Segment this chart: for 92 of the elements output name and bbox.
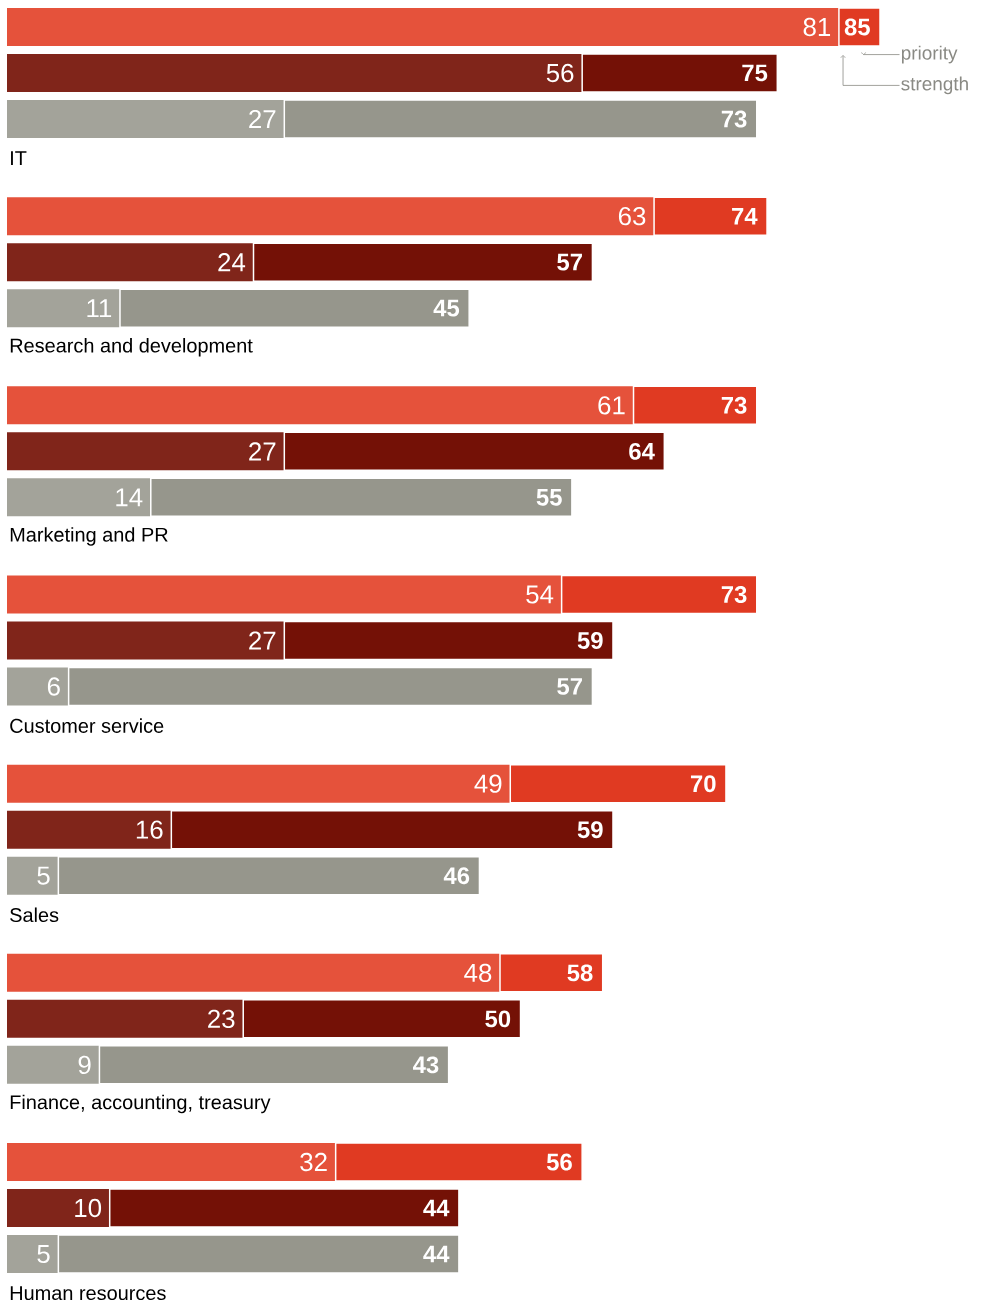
- bar: [283, 431, 666, 472]
- data-label: 27: [249, 631, 276, 650]
- bar: [170, 809, 614, 850]
- data-label: 14: [116, 488, 143, 507]
- bar: [252, 242, 594, 282]
- bar: [119, 288, 470, 328]
- total-label: 73: [721, 396, 747, 414]
- bar: [7, 289, 120, 328]
- total-label: 59: [577, 632, 603, 649]
- total-label: 45: [433, 299, 460, 317]
- total-label: 50: [485, 1010, 511, 1028]
- total-label: 73: [721, 586, 747, 603]
- total-label: 46: [443, 867, 470, 885]
- bar: [150, 477, 573, 518]
- bar: [242, 999, 522, 1039]
- total-label: 57: [557, 253, 582, 271]
- bar: [7, 1189, 110, 1228]
- bar: [98, 1045, 450, 1085]
- total-label: 43: [412, 1056, 439, 1074]
- bar: [7, 667, 69, 706]
- bar: [509, 763, 727, 804]
- data-label: 81: [803, 17, 831, 37]
- data-label: 27: [249, 442, 276, 461]
- data-label: 16: [136, 820, 163, 839]
- text: Customer service: [10, 718, 164, 733]
- data-label: 11: [87, 299, 112, 318]
- bar: [7, 621, 285, 660]
- data-label: 49: [474, 774, 502, 793]
- total-label: 44: [423, 1199, 450, 1217]
- bar: [7, 1045, 100, 1084]
- bar: [7, 99, 285, 138]
- bar: [57, 855, 481, 896]
- text: IT: [11, 151, 27, 165]
- bar: [499, 953, 604, 993]
- bar: [108, 1188, 460, 1228]
- bar: [7, 386, 634, 425]
- bar: [283, 620, 614, 661]
- total-label: 85: [844, 18, 870, 36]
- bar: [7, 243, 254, 282]
- bar: [283, 99, 758, 139]
- bar: [7, 197, 655, 236]
- data-label: 27: [249, 109, 276, 129]
- total-label: 70: [690, 775, 716, 793]
- bar: [7, 764, 511, 803]
- total-label: 44: [423, 1245, 450, 1263]
- bar: [7, 1143, 336, 1182]
- text: Research and development: [10, 337, 253, 357]
- data-label: 23: [208, 1009, 235, 1029]
- data-label: 9: [78, 1055, 91, 1075]
- total-label: 64: [629, 442, 655, 460]
- text: Finance, accounting, treasury: [10, 1094, 271, 1114]
- text: Marketing and PR: [10, 527, 168, 546]
- total-label: 75: [742, 64, 768, 82]
- bar: [560, 574, 758, 615]
- data-label: 61: [598, 396, 625, 415]
- total-label: 73: [721, 110, 747, 128]
- total-label: 57: [557, 678, 582, 695]
- text: Human resources: [10, 1286, 166, 1301]
- data-label: 24: [218, 253, 246, 272]
- bar: [632, 385, 758, 426]
- data-label: 32: [300, 1152, 327, 1172]
- bar: [653, 196, 768, 236]
- text: Sales: [10, 907, 59, 923]
- data-label: 56: [546, 63, 574, 83]
- data-label: 10: [75, 1198, 102, 1218]
- text: priority: [901, 45, 958, 64]
- bar: [7, 810, 172, 849]
- data-label: 5: [37, 1244, 50, 1264]
- bar: [7, 856, 59, 895]
- bar: [581, 53, 779, 93]
- bar: [7, 999, 244, 1038]
- bar: [7, 575, 562, 614]
- total-label: 55: [536, 488, 562, 506]
- total-label: 74: [732, 207, 758, 225]
- bar: [7, 1235, 59, 1274]
- total-label: 58: [567, 964, 593, 982]
- bar: [7, 432, 285, 471]
- total-label: 56: [546, 1153, 572, 1171]
- bar: [67, 666, 594, 707]
- total-label: 59: [577, 821, 603, 839]
- data-label: 5: [37, 866, 50, 885]
- bar: [7, 7, 839, 46]
- data-label: 54: [526, 585, 554, 604]
- data-label: 63: [618, 206, 646, 226]
- data-label: 48: [464, 963, 492, 983]
- bar: [334, 1142, 583, 1182]
- bar: [7, 953, 500, 992]
- bar: [57, 1234, 460, 1274]
- bar: [7, 478, 151, 517]
- bar: [7, 53, 583, 92]
- data-label: 6: [47, 677, 60, 696]
- text: strength: [901, 76, 968, 95]
